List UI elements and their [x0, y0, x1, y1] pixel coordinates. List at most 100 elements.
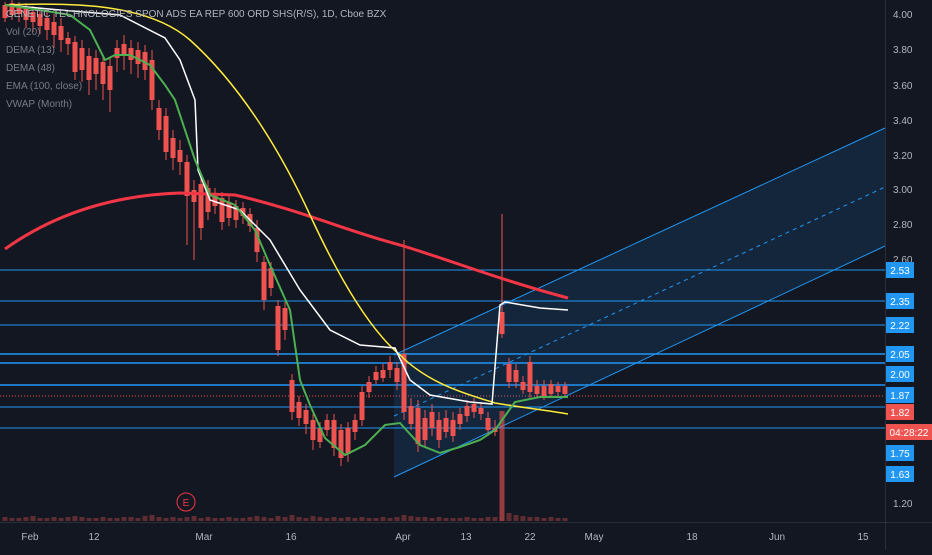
volume-bar: [359, 517, 365, 521]
candle[interactable]: [471, 398, 477, 418]
candle[interactable]: [387, 356, 393, 378]
candle-body: [135, 50, 141, 64]
candle[interactable]: [345, 422, 351, 462]
level-badge: [886, 466, 914, 482]
candle[interactable]: [513, 364, 519, 388]
candle[interactable]: [205, 180, 211, 220]
candle[interactable]: [170, 130, 176, 170]
candle[interactable]: [184, 155, 190, 245]
candle[interactable]: [436, 412, 442, 448]
candle[interactable]: [51, 14, 57, 48]
candle[interactable]: [338, 424, 344, 466]
channel-middle-line[interactable]: [393, 186, 886, 417]
vwap-month-line[interactable]: [4, 3, 569, 415]
candle[interactable]: [520, 376, 526, 394]
legend-vwap[interactable]: VWAP (Month): [6, 99, 73, 110]
candle[interactable]: [198, 178, 204, 240]
candle[interactable]: [303, 404, 309, 434]
candle[interactable]: [527, 356, 533, 398]
candle[interactable]: [219, 192, 225, 230]
candle[interactable]: [16, 2, 22, 22]
parallel-channel[interactable]: [393, 127, 886, 478]
candle[interactable]: [429, 404, 435, 436]
legend-dema-13[interactable]: DEMA (13): [6, 45, 55, 56]
dema-48-line[interactable]: [4, 4, 569, 405]
candle[interactable]: [457, 408, 463, 430]
candle[interactable]: [121, 35, 127, 70]
candle[interactable]: [86, 48, 92, 95]
candle[interactable]: [296, 396, 302, 426]
volume-bar: [303, 518, 309, 521]
candle[interactable]: [485, 412, 491, 436]
candle[interactable]: [163, 108, 169, 160]
legend-ema-100[interactable]: EMA (100, close): [6, 81, 83, 92]
candle-body: [513, 370, 519, 382]
candle[interactable]: [548, 380, 554, 398]
candle[interactable]: [149, 50, 155, 110]
candle[interactable]: [562, 382, 568, 398]
candle[interactable]: [100, 55, 106, 100]
current-price-marker: 1.82 04:28:22: [886, 404, 932, 440]
time-axis[interactable]: Feb 12 Mar 16 Apr 13 22 May 18 Jun 15: [21, 532, 869, 543]
candle[interactable]: [93, 50, 99, 90]
candle[interactable]: [226, 196, 232, 226]
legend-volume[interactable]: Vol (20): [6, 27, 41, 38]
candle[interactable]: [499, 214, 505, 338]
candle-body: [44, 18, 50, 30]
candle[interactable]: [177, 140, 183, 175]
candle[interactable]: [289, 374, 295, 420]
price-tick-label: 1.20: [893, 499, 913, 510]
candle[interactable]: [79, 40, 85, 82]
candle[interactable]: [72, 36, 78, 80]
candle[interactable]: [380, 364, 386, 382]
candle[interactable]: [58, 18, 64, 52]
candle[interactable]: [310, 414, 316, 450]
price-axis[interactable]: 4.00 3.80 3.60 3.40 3.20 3.00 2.80 2.60 1.20: [893, 10, 913, 510]
candle[interactable]: [359, 386, 365, 426]
channel-lower-line[interactable]: [393, 245, 886, 478]
candle[interactable]: [128, 40, 134, 74]
price-tick-label: 3.00: [893, 185, 913, 196]
candle[interactable]: [9, 0, 15, 20]
time-tick-label: 15: [857, 532, 869, 543]
price-tick-label: 3.80: [893, 45, 913, 56]
candle[interactable]: [373, 366, 379, 384]
candle[interactable]: [422, 410, 428, 448]
candle[interactable]: [506, 358, 512, 388]
current-price-value: 1.82: [890, 408, 910, 419]
candle[interactable]: [30, 6, 36, 32]
ema-100-line[interactable]: [4, 191, 569, 300]
candle[interactable]: [44, 10, 50, 40]
earnings-event-marker[interactable]: E: [176, 492, 196, 512]
candle[interactable]: [408, 398, 414, 430]
candle[interactable]: [443, 410, 449, 438]
candle[interactable]: [282, 302, 288, 340]
candle[interactable]: [555, 382, 561, 396]
candle[interactable]: [65, 32, 71, 55]
channel-upper-line[interactable]: [393, 127, 886, 356]
candle[interactable]: [37, 8, 43, 34]
symbol-title[interactable]: GENETIC TECHNOLOGIES SPON ADS EA REP 600…: [6, 9, 387, 20]
price-tick-label: 4.00: [893, 10, 913, 21]
candle[interactable]: [534, 380, 540, 398]
candle[interactable]: [394, 362, 400, 390]
candle[interactable]: [331, 414, 337, 456]
candle[interactable]: [352, 414, 358, 440]
candle[interactable]: [366, 376, 372, 398]
volume-bar: [289, 515, 295, 521]
candle[interactable]: [324, 414, 330, 436]
candle[interactable]: [478, 402, 484, 420]
candle[interactable]: [261, 256, 267, 310]
dema-13-line[interactable]: [4, 4, 568, 457]
legend-dema-48[interactable]: DEMA (48): [6, 63, 55, 74]
volume-bar: [562, 518, 568, 521]
volume-bar: [268, 518, 274, 521]
candle[interactable]: [401, 240, 407, 420]
candle[interactable]: [464, 400, 470, 422]
candle[interactable]: [107, 58, 113, 112]
candle[interactable]: [156, 100, 162, 140]
candle[interactable]: [450, 412, 456, 442]
candle[interactable]: [275, 300, 281, 356]
candle-body: [114, 48, 120, 58]
